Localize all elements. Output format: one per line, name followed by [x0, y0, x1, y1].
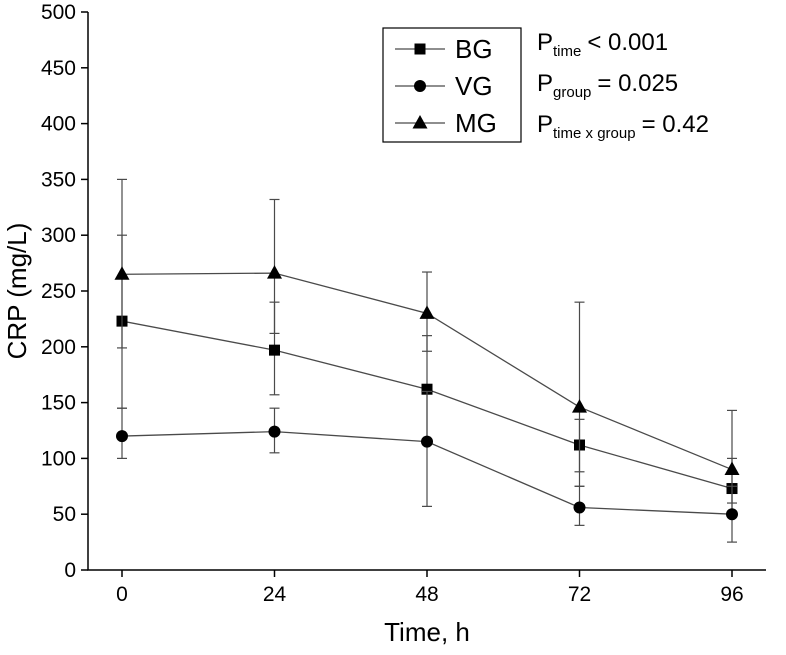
p-value-text: Pgroup = 0.025 — [537, 70, 678, 101]
y-tick-label: 350 — [41, 168, 76, 191]
p-value-annotations: Ptime < 0.001 Pgroup = 0.025 Ptime x group = … — [537, 29, 709, 142]
triangle-marker-icon — [724, 461, 740, 476]
y-tick-label: 150 — [41, 392, 76, 415]
triangle-marker-icon — [114, 266, 130, 280]
square-marker-icon — [421, 383, 433, 395]
triangle-marker-icon — [419, 305, 435, 319]
x-tick-label: 72 — [568, 583, 591, 606]
circle-marker-icon — [268, 425, 281, 438]
y-tick-label: 450 — [41, 57, 76, 80]
circle-marker-icon — [726, 508, 738, 521]
y-tick-label: 0 — [64, 559, 76, 582]
y-tick-label: 300 — [41, 224, 76, 247]
x-tick-label: 48 — [415, 583, 438, 606]
y-tick-label: 400 — [41, 113, 76, 136]
legend-item-VG: VG — [395, 71, 493, 101]
legend-label: MG — [455, 108, 497, 138]
legend-box — [382, 27, 522, 143]
square-marker-icon — [414, 43, 426, 55]
y-tick-label: 500 — [41, 1, 76, 24]
legend-item-BG: BG — [395, 34, 493, 64]
y-tick-label: 250 — [41, 280, 76, 303]
series-MG — [114, 178, 740, 504]
triangle-marker-icon — [267, 265, 282, 279]
legend-label: VG — [455, 71, 493, 101]
triangle-marker-icon — [412, 115, 428, 129]
legend-label: BG — [455, 34, 493, 64]
x-tick-label: 0 — [116, 583, 128, 606]
y-tick-label: 200 — [41, 336, 76, 359]
legend-item-MG: MG — [395, 108, 497, 138]
axes: 0 50 100 150 200 250 300 350 400 450 500 0 24 48 72 96 — [41, 1, 766, 606]
p-value-text: Ptime x group = 0.42 — [537, 111, 709, 142]
circle-marker-icon — [116, 430, 128, 443]
x-tick-label: 96 — [720, 583, 743, 606]
legend: BG VG MG — [382, 27, 522, 143]
x-tick-label: 24 — [263, 583, 287, 606]
x-axis-label: Time, h — [384, 617, 470, 647]
circle-marker-icon — [421, 435, 433, 448]
square-marker-icon — [269, 344, 280, 356]
y-axis-label: CRP (mg/L) — [2, 223, 32, 360]
series-VG — [116, 390, 738, 543]
triangle-marker-icon — [572, 399, 587, 413]
circle-marker-icon — [573, 501, 586, 514]
y-tick-label: 50 — [53, 503, 76, 526]
y-tick-label: 100 — [41, 447, 76, 470]
p-value-text: Ptime < 0.001 — [537, 29, 668, 60]
circle-marker-icon — [414, 80, 426, 92]
